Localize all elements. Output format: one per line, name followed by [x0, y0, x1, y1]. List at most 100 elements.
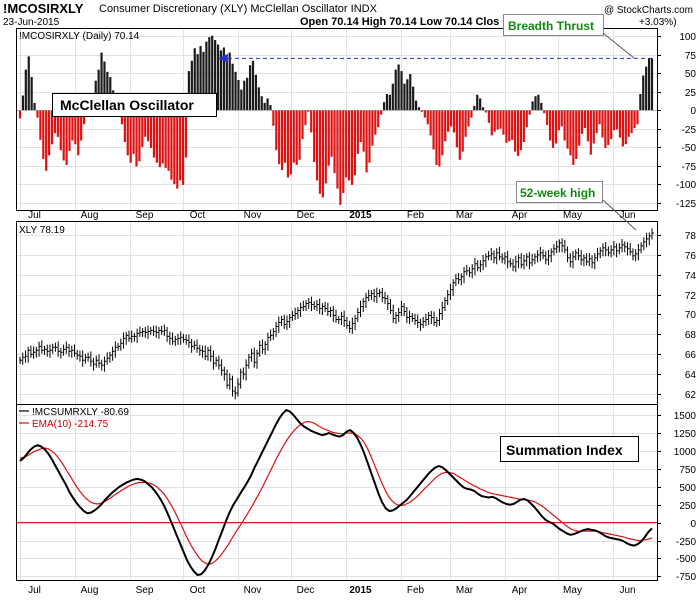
x-tick-label: Aug	[81, 585, 99, 596]
oscillator-bar	[269, 105, 272, 111]
breadth-thrust-pointer	[602, 32, 635, 59]
oscillator-bar	[586, 110, 590, 142]
y-tick-label: 76	[685, 251, 697, 262]
oscillator-bar	[33, 102, 36, 111]
oscillator-bar	[205, 41, 208, 111]
oscillator-bar	[30, 77, 33, 111]
oscillator-bar	[313, 110, 316, 162]
oscillator-bar	[141, 110, 144, 148]
oscillator-bar	[487, 110, 490, 123]
oscillator-bar	[257, 87, 260, 111]
oscillator-bar	[642, 75, 645, 111]
y-tick-label: 1500	[674, 411, 697, 422]
y-tick-label: 72	[685, 291, 697, 302]
y-tick-label: -250	[676, 537, 696, 548]
oscillator-bar	[374, 110, 377, 135]
oscillator-bar	[176, 110, 179, 189]
y-tick-label: 66	[685, 350, 697, 361]
oscillator-bar	[435, 110, 438, 165]
summation-legend: !MCSUMRXLY -80.69	[32, 407, 129, 418]
quote-summary: Open 70.14 High 70.14 Low 70.14 Clos	[300, 16, 499, 28]
x-tick-label: Nov	[244, 585, 262, 596]
oscillator-bar	[647, 58, 651, 111]
oscillator-bar	[473, 105, 476, 111]
oscillator-bar	[27, 56, 30, 111]
oscillator-bar	[359, 110, 362, 143]
oscillator-bar	[607, 110, 610, 145]
oscillator-bar	[403, 83, 406, 111]
oscillator-bar	[447, 110, 450, 132]
oscillator-bar	[572, 110, 575, 165]
oscillator-bar	[100, 52, 103, 111]
oscillator-bar	[546, 110, 549, 126]
oscillator-bar	[196, 54, 199, 111]
oscillator-bar	[327, 110, 330, 166]
high-52w-box	[516, 181, 603, 203]
oscillator-bar	[537, 94, 540, 111]
oscillator-bar	[260, 96, 263, 111]
oscillator-bar	[80, 110, 83, 141]
oscillator-bar	[438, 110, 441, 167]
oscillator-bar	[333, 110, 336, 174]
oscillator-bar	[219, 50, 223, 111]
oscillator-bar	[493, 110, 496, 132]
oscillator-bar	[618, 110, 622, 138]
oscillator-bar	[234, 71, 237, 111]
oscillator-bar	[144, 110, 147, 137]
y-tick-label: -500	[676, 554, 696, 565]
oscillator-bar	[275, 110, 278, 151]
oscillator-bar	[516, 110, 520, 157]
oscillator-bar	[243, 80, 246, 111]
oscillator-bar	[601, 110, 604, 138]
oscillator-bar	[592, 110, 595, 144]
oscillator-bar	[263, 102, 266, 111]
oscillator-bar	[126, 110, 129, 156]
price-panel	[16, 221, 658, 405]
oscillator-bar	[452, 110, 456, 133]
high-52w-pointer	[602, 199, 637, 231]
oscillator-bar	[240, 89, 243, 111]
oscillator-bar	[610, 110, 613, 140]
oscillator-bar	[624, 110, 627, 145]
oscillator-bar	[528, 110, 531, 115]
oscillator-bar	[97, 69, 100, 111]
oscillator-bar	[45, 110, 48, 171]
x-tick-label: Dec	[297, 210, 315, 221]
oscillator-bar	[65, 110, 68, 165]
oscillator-bar	[484, 110, 488, 113]
oscillator-bar	[429, 110, 432, 136]
chart-description: Consumer Discretionary (XLY) McClellan O…	[99, 3, 378, 15]
oscillator-bar	[278, 110, 281, 165]
oscillator-bar	[444, 110, 447, 142]
ema-legend: EMA(10) -214.75	[32, 419, 109, 430]
oscillator-bar	[380, 110, 383, 115]
oscillator-bar	[630, 110, 633, 134]
oscillator-bar	[307, 110, 310, 112]
x-tick-label: May	[563, 210, 582, 221]
oscillator-bar	[496, 110, 499, 130]
oscillator-bar	[575, 110, 578, 160]
oscillator-bar	[281, 110, 284, 171]
oscillator-bar	[53, 110, 57, 134]
oscillator-bar	[522, 110, 525, 143]
y-tick-label: 0	[690, 106, 696, 117]
x-tick-label: Dec	[297, 585, 315, 596]
oscillator-bar	[598, 110, 601, 125]
oscillator-bar	[214, 40, 217, 111]
chart-date: 23-Jun-2015	[3, 17, 60, 28]
x-tick-label: May	[563, 585, 582, 596]
x-tick-label: Nov	[244, 210, 262, 221]
oscillator-bar	[650, 58, 654, 111]
oscillator-bar	[464, 110, 467, 137]
x-tick-label: Jun	[619, 585, 635, 596]
oscillator-bar	[129, 110, 132, 163]
y-tick-label: 1000	[674, 447, 697, 458]
oscillator-bar	[123, 110, 126, 143]
breadth-thrust-arrowhead	[217, 53, 228, 63]
oscillator-bar	[193, 48, 196, 111]
oscillator-bar	[525, 110, 528, 128]
oscillator-bar	[348, 110, 351, 181]
oscillator-bar	[283, 110, 287, 163]
x-tick-label: Oct	[190, 210, 206, 221]
oscillator-bar	[39, 110, 42, 140]
